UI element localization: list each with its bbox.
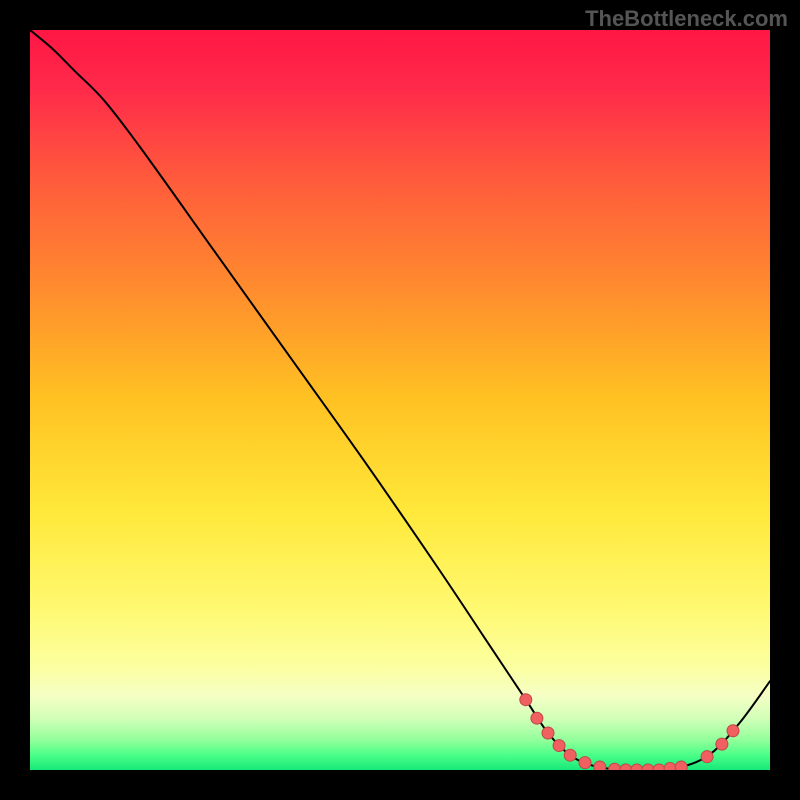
data-marker — [553, 740, 565, 752]
data-marker — [675, 761, 687, 770]
data-marker — [594, 761, 606, 770]
data-marker — [727, 725, 739, 737]
watermark-text: TheBottleneck.com — [585, 6, 788, 32]
data-marker — [664, 763, 676, 770]
data-marker — [716, 738, 728, 750]
data-marker — [579, 757, 591, 769]
data-marker — [531, 712, 543, 724]
plot-background — [30, 30, 770, 770]
data-marker — [542, 727, 554, 739]
plot-svg — [30, 30, 770, 770]
data-marker — [564, 749, 576, 761]
data-marker — [520, 694, 532, 706]
data-marker — [701, 751, 713, 763]
plot-area — [30, 30, 770, 770]
